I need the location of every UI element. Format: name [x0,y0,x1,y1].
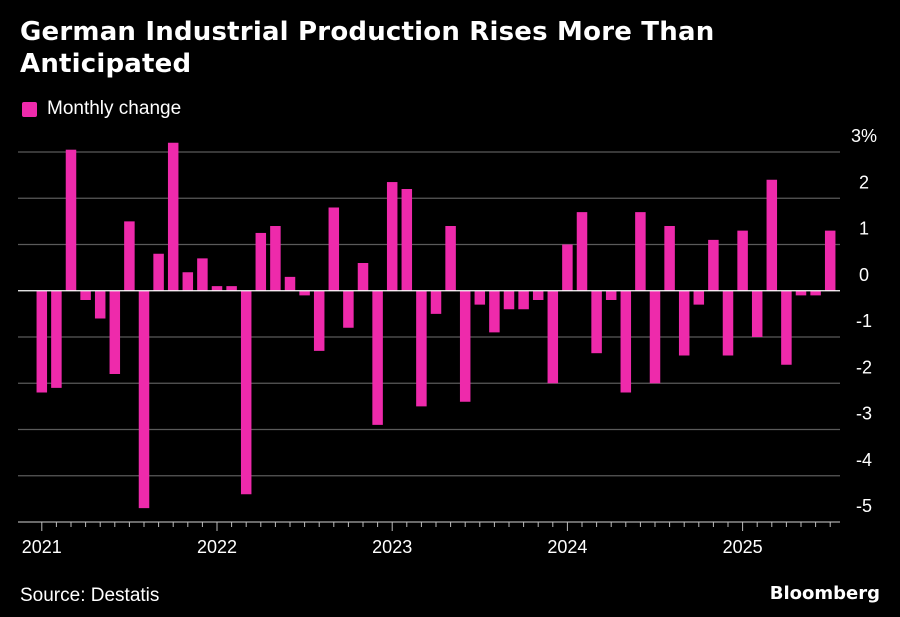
y-tick-label: -4 [856,450,872,470]
bar [109,290,121,374]
bar [94,290,106,319]
legend-swatch [22,101,37,117]
bar [751,290,763,337]
bar [824,230,836,291]
legend: Monthly change [22,98,181,120]
bar [678,290,690,356]
bar [36,290,48,393]
bar [795,290,807,296]
bar [284,276,296,291]
chart-title: German Industrial Production Rises More … [20,17,715,79]
y-tick-label: 3% [851,126,877,146]
bar [635,212,646,291]
bar [343,290,354,328]
bar [124,221,135,291]
y-tick-label: 2 [859,172,869,192]
y-tick-label: 1 [859,219,869,239]
bar [781,290,792,365]
bar [372,290,383,425]
bar [167,142,179,291]
legend-label: Monthly change [47,98,182,119]
bar [401,189,413,291]
bar [416,290,427,407]
bar [459,290,471,402]
y-tick-label: -3 [856,404,872,424]
bar [240,290,252,495]
y-tick-label: -2 [856,357,872,377]
bar [737,230,748,291]
y-tick-label: -1 [856,311,872,331]
source-note: Source: Destatis [20,585,160,606]
bar [51,290,62,388]
x-tick-label: 2022 [197,537,237,557]
bar [153,253,164,291]
bar [766,179,778,291]
bar [722,290,734,356]
x-tick-label: 2021 [22,537,62,557]
bar [547,290,559,384]
bar [649,290,661,384]
bar [299,290,310,296]
bar [591,290,602,354]
bar [138,290,150,509]
bar [708,239,719,291]
bar [328,207,340,291]
bar [226,286,237,291]
y-tick-label: -5 [856,496,872,516]
bar [80,290,91,300]
bar [664,226,675,291]
bar [605,290,617,300]
bar [518,290,529,310]
bar [386,182,398,291]
bar [65,149,77,291]
x-tick-label: 2024 [547,537,587,557]
bar [693,290,705,305]
bar [532,290,544,300]
bar [211,286,223,291]
bar [503,290,515,310]
bar [445,226,456,291]
bar [197,258,208,291]
bar [430,290,442,314]
bar [810,290,821,296]
bar [562,244,573,291]
bar [313,290,325,351]
bar [255,232,267,291]
bar [474,290,486,305]
bar [182,272,194,291]
bloomberg-logo: Bloomberg [769,583,880,604]
bar [357,263,369,291]
bar [270,226,281,291]
bar [620,290,632,393]
x-tick-label: 2025 [723,537,763,557]
y-tick-label: 0 [859,265,869,285]
x-tick-label: 2023 [372,537,412,557]
bar [489,290,500,333]
bar [576,212,588,291]
